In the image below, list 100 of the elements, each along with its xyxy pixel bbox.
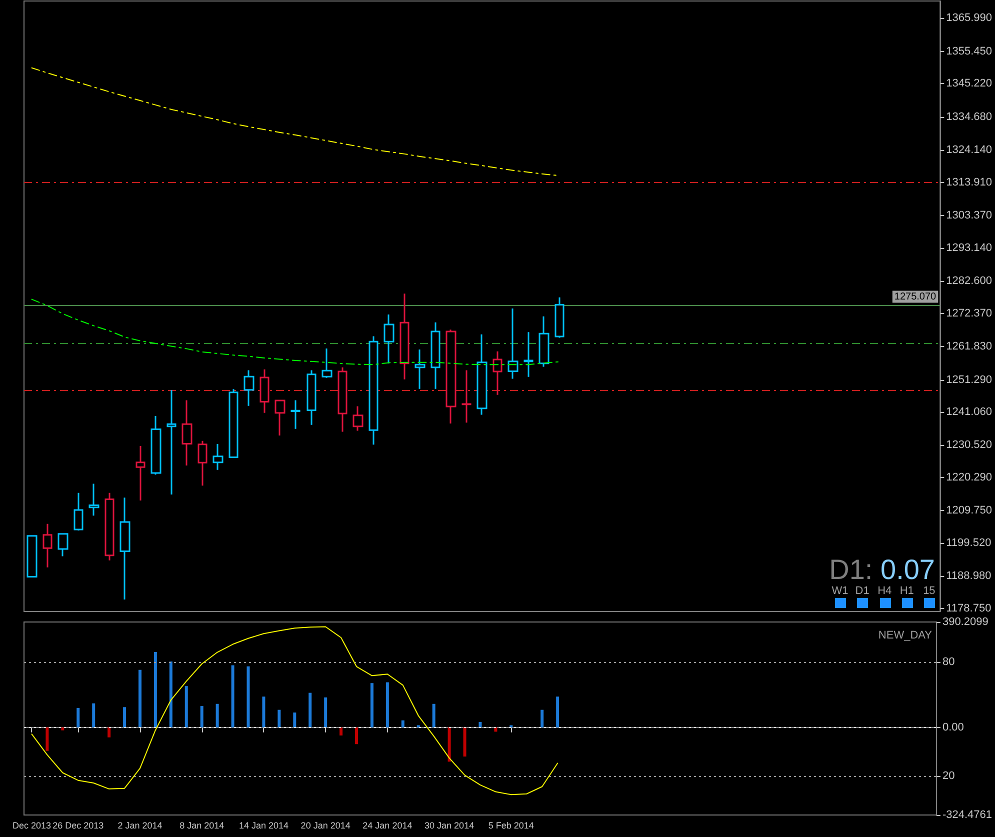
- candlestick: [104, 492, 114, 562]
- annotation: W1: [830, 585, 850, 597]
- bar: [293, 712, 296, 728]
- candlestick: [228, 388, 238, 458]
- y-tick-label: 0.00: [942, 721, 964, 734]
- candlestick: [384, 314, 394, 364]
- x-tick-label: 30 Jan 2014: [424, 820, 474, 830]
- annotation: D1: [854, 585, 870, 597]
- bar: [370, 683, 374, 728]
- x-tick-label: 26 Dec 2013: [52, 820, 104, 830]
- bar: [92, 703, 96, 728]
- y-tick-label: 1230.520: [946, 439, 992, 452]
- y-tick-label: 1261.830: [946, 340, 992, 353]
- candlestick: [290, 399, 300, 430]
- bar: [169, 661, 172, 728]
- y-tick-label: 1220.290: [946, 472, 992, 484]
- candlestick: [338, 366, 348, 433]
- candlestick: [74, 492, 84, 532]
- candlestick: [136, 445, 146, 502]
- candlestick: [26, 535, 38, 578]
- bar: [355, 727, 358, 744]
- x-tick-label: 5 Feb 2014: [488, 820, 534, 830]
- y-tick-label: 1188.980: [946, 570, 992, 582]
- line-series: [31, 298, 560, 366]
- candlestick: [492, 350, 502, 396]
- candlestick: [462, 370, 472, 424]
- y-tick-label: 1241.060: [946, 406, 992, 418]
- bar: [262, 696, 266, 728]
- candlestick: [368, 335, 378, 446]
- y-tick-label: 390.2099: [942, 616, 988, 628]
- bar: [540, 710, 544, 728]
- bar: [401, 720, 404, 728]
- x-tick-label: 24 Jan 2014: [362, 820, 412, 830]
- candlestick: [414, 348, 426, 390]
- bar: [108, 727, 111, 738]
- y2-tick-label: 80: [942, 656, 955, 668]
- candlestick: [260, 368, 270, 414]
- bar: [200, 706, 204, 728]
- candlestick: [182, 399, 192, 466]
- x-tick-label: 8 Jan 2014: [180, 820, 224, 830]
- x-tick-label: 2 Jan 2014: [118, 820, 162, 830]
- bar: [46, 727, 49, 751]
- x-tick-label: 14 Jan 2014: [238, 820, 288, 830]
- candlestick: [400, 292, 410, 380]
- candlestick: [212, 443, 224, 471]
- candlestick: [508, 308, 518, 380]
- candlestick: [58, 533, 68, 558]
- bar: [463, 727, 466, 757]
- bar: [340, 727, 343, 736]
- ref-line-label: 1275.070: [894, 291, 937, 302]
- bar: [246, 666, 250, 728]
- candlestick: [554, 296, 564, 339]
- candlestick: [476, 334, 488, 416]
- y-tick-label: 1293.140: [946, 242, 992, 254]
- candlestick: [244, 370, 254, 407]
- candlestick: [322, 348, 332, 379]
- candlestick: [88, 483, 100, 516]
- bar: [278, 710, 281, 728]
- y-tick-label: 1313.910: [946, 176, 992, 188]
- bar: [231, 665, 234, 728]
- candlestick: [120, 496, 130, 600]
- candlestick: [446, 328, 456, 424]
- y-tick-label: 1365.990: [946, 12, 992, 24]
- y-tick-label: 1303.370: [946, 210, 992, 222]
- y-tick-label: 1272.370: [946, 307, 992, 320]
- bar: [308, 692, 312, 728]
- line-series: [31, 626, 558, 796]
- bar: [432, 704, 436, 728]
- y-tick-label: 1324.140: [946, 144, 992, 156]
- annotation: 15: [922, 585, 936, 597]
- bar: [216, 704, 219, 728]
- candlestick: [274, 400, 286, 436]
- y-tick-label: 1345.220: [946, 78, 992, 90]
- annotation: D1: 0.07: [829, 554, 935, 585]
- bar: [324, 697, 328, 728]
- x-tick-label: 20 Jan 2014: [300, 820, 350, 830]
- y-tick-label: 1251.290: [946, 374, 992, 386]
- y-tick-label: 1355.450: [946, 45, 992, 58]
- bar: [76, 708, 80, 728]
- annotation: H4: [876, 585, 893, 597]
- candlestick: [166, 389, 176, 496]
- annotation: H1: [898, 585, 915, 597]
- bar: [123, 707, 126, 728]
- bar: [184, 686, 188, 728]
- bar: [556, 696, 560, 728]
- bar: [478, 722, 482, 728]
- bar: [138, 670, 142, 728]
- candlestick: [198, 440, 208, 486]
- y-tick-label: 1334.680: [946, 110, 992, 123]
- candlestick: [352, 405, 364, 432]
- candlestick: [42, 523, 52, 568]
- y-tick-label: 1178.750: [946, 602, 992, 614]
- candlestick: [306, 370, 316, 426]
- text: NEW_DAY: [878, 630, 933, 642]
- bar: [386, 682, 389, 728]
- x-tick-label: Dec 2013: [12, 820, 51, 830]
- bar: [448, 727, 451, 762]
- candlestick: [430, 322, 440, 390]
- bar: [61, 727, 64, 730]
- y2-tick-label: 20: [942, 770, 955, 782]
